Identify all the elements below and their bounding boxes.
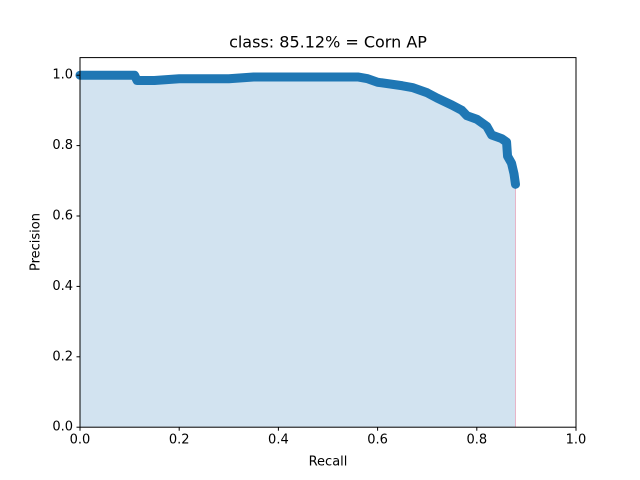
area [80,75,516,428]
x-tick-label: 0.4 [268,433,289,448]
x-tick-label: 0.0 [70,433,91,448]
x-axis-label: Recall [309,455,348,470]
y-tick-label: 0.0 [52,420,73,435]
y-tick-label: 0.2 [52,349,73,364]
plot-frame [79,57,577,428]
y-tick-label: 0.8 [52,138,73,153]
pr-curve [75,70,520,189]
x-tick-label: 0.8 [466,433,487,448]
y-tick-label: 0.4 [52,279,73,294]
x-tick-label: 0.2 [169,433,190,448]
y-tick-label: 1.0 [52,68,73,83]
x-tick-label: 0.6 [367,433,388,448]
y-tick-label: 0.6 [52,209,73,224]
chart-title: class: 85.12% = Corn AP [229,33,427,52]
x-tick-label: 1.0 [566,433,587,448]
y-axis-label: Precision [29,213,44,271]
